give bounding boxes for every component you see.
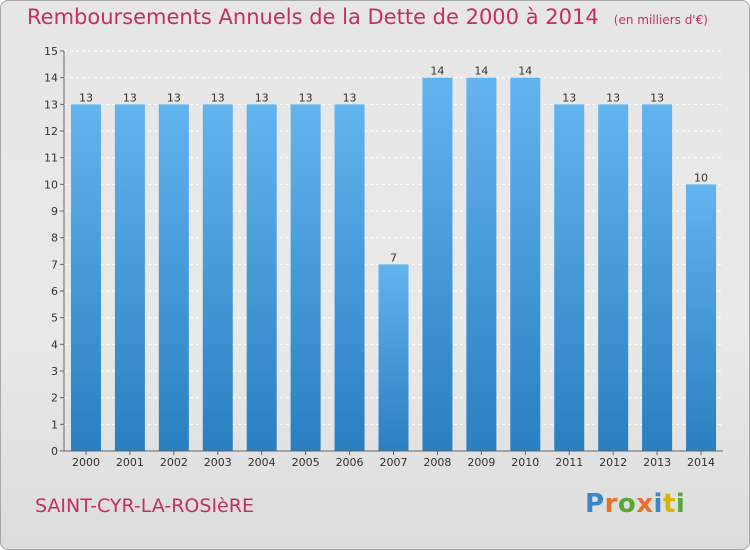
value-label-2010: 14 — [518, 65, 532, 78]
y-tick-label: 15 — [44, 45, 58, 58]
x-tick-label-2010: 2010 — [511, 456, 539, 469]
y-tick-label: 4 — [51, 338, 58, 351]
value-label-2002: 13 — [167, 91, 181, 104]
title-row: Remboursements Annuels de la Dette de 20… — [27, 5, 708, 29]
bar-2004 — [246, 104, 277, 451]
bar-2002 — [158, 104, 189, 451]
x-tick-label-2001: 2001 — [116, 456, 144, 469]
y-tick-label: 8 — [51, 232, 58, 245]
y-tick-label: 9 — [51, 205, 58, 218]
y-tick-label: 11 — [44, 152, 58, 165]
value-label-2011: 13 — [562, 91, 576, 104]
chart-subtitle: (en milliers d'€) — [613, 13, 708, 27]
value-label-2004: 13 — [255, 91, 269, 104]
y-tick-label: 3 — [51, 365, 58, 378]
y-tick-label: 5 — [51, 312, 58, 325]
y-tick-label: 10 — [44, 178, 58, 191]
y-tick-label: 7 — [51, 258, 58, 271]
value-label-2003: 13 — [211, 91, 225, 104]
bar-2005 — [290, 104, 321, 451]
chart-title: Remboursements Annuels de la Dette de 20… — [27, 5, 599, 29]
proxiti-logo: Proxiti — [585, 489, 685, 519]
bar-2014 — [686, 184, 717, 452]
logo-letter: o — [617, 489, 637, 519]
bar-2009 — [466, 77, 497, 452]
logo-letter: i — [675, 489, 686, 519]
logo-letter: i — [653, 489, 663, 519]
bar-2000 — [70, 104, 101, 451]
labels: 0123456789101112131415132000132001132002… — [44, 45, 715, 469]
bars — [70, 77, 717, 452]
x-tick-label-2007: 2007 — [380, 456, 408, 469]
y-tick-label: 0 — [51, 445, 58, 458]
y-tick-label: 1 — [51, 418, 58, 431]
y-tick-label: 14 — [44, 72, 58, 85]
bar-2003 — [202, 104, 233, 451]
bar-2012 — [598, 104, 629, 451]
x-tick-label-2004: 2004 — [248, 456, 276, 469]
bar-2001 — [114, 104, 145, 451]
value-label-2008: 14 — [430, 65, 444, 78]
axes — [60, 50, 723, 455]
x-tick-label-2000: 2000 — [72, 456, 100, 469]
x-tick-label-2008: 2008 — [423, 456, 451, 469]
x-tick-label-2003: 2003 — [204, 456, 232, 469]
x-tick-label-2013: 2013 — [643, 456, 671, 469]
x-tick-label-2012: 2012 — [599, 456, 627, 469]
x-tick-label-2002: 2002 — [160, 456, 188, 469]
y-tick-label: 6 — [51, 285, 58, 298]
value-label-2009: 14 — [474, 65, 488, 78]
bar-2008 — [422, 77, 453, 452]
value-label-2012: 13 — [606, 91, 620, 104]
logo-letter: r — [604, 489, 618, 519]
bar-2010 — [510, 77, 541, 452]
logo-letter: t — [662, 489, 676, 519]
value-label-2000: 13 — [79, 91, 93, 104]
value-label-2005: 13 — [299, 91, 313, 104]
bar-2011 — [554, 104, 585, 451]
value-label-2007: 7 — [390, 251, 397, 264]
bar-2007 — [378, 264, 409, 451]
y-tick-label: 2 — [51, 392, 58, 405]
value-label-2001: 13 — [123, 91, 137, 104]
bar-2013 — [642, 104, 673, 451]
x-tick-label-2011: 2011 — [555, 456, 583, 469]
logo-letter: x — [636, 489, 654, 519]
y-tick-label: 12 — [44, 125, 58, 138]
x-tick-label-2006: 2006 — [336, 456, 364, 469]
value-label-2006: 13 — [343, 91, 357, 104]
x-tick-label-2009: 2009 — [467, 456, 495, 469]
town-name: SAINT-CYR-LA-ROSIèRE — [35, 495, 254, 517]
value-label-2014: 10 — [694, 171, 708, 184]
x-tick-label-2005: 2005 — [292, 456, 320, 469]
value-label-2013: 13 — [650, 91, 664, 104]
x-tick-label-2014: 2014 — [687, 456, 715, 469]
bar-2006 — [334, 104, 365, 451]
y-tick-label: 13 — [44, 98, 58, 111]
logo-letter: P — [585, 489, 605, 519]
